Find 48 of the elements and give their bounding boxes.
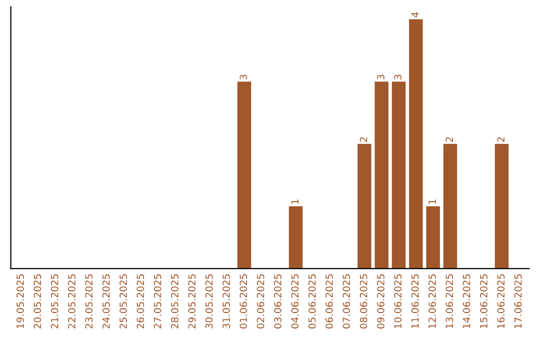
data-label: 3	[377, 74, 384, 80]
x-tick-label: 16.06.2025	[497, 274, 505, 328]
x-tick-label: 11.06.2025	[411, 274, 419, 328]
bar	[409, 19, 423, 269]
data-label: 2	[497, 137, 504, 142]
x-tick-label: 23.05.2025	[85, 274, 93, 328]
x-tick-label: 12.06.2025	[428, 274, 436, 328]
x-tick-label: 26.05.2025	[136, 274, 144, 328]
bar	[426, 206, 440, 269]
x-tick-label: 28.05.2025	[171, 274, 178, 328]
x-tick-label: 24.05.2025	[102, 274, 110, 328]
data-label: 1	[291, 200, 298, 204]
x-tick-label: 29.05.2025	[188, 274, 196, 328]
x-tick-label: 04.06.2025	[291, 274, 299, 328]
x-tick-label: 01.06.2025	[240, 274, 248, 328]
x-tick-label: 10.06.2025	[394, 274, 402, 328]
x-tick-label: 03.06.2025	[274, 274, 282, 328]
data-label: 2	[360, 137, 368, 142]
data-label: 4	[412, 12, 419, 18]
data-label: 3	[394, 74, 402, 80]
x-tick-label: 30.05.2025	[205, 274, 213, 328]
bar	[392, 82, 406, 269]
data-label: 3	[240, 74, 248, 80]
x-tick-label: 08.06.2025	[360, 274, 368, 328]
x-tick-label: 21.05.2025	[50, 274, 58, 328]
x-tick-label: 02.06.2025	[256, 274, 264, 328]
bar	[288, 206, 303, 269]
data-label: 1	[428, 200, 436, 204]
x-tick-label: 05.06.2025	[308, 274, 316, 328]
x-tick-label: 20.05.2025	[34, 274, 42, 328]
x-tick-label: 31.05.2025	[222, 274, 230, 328]
x-tick-label: 19.05.2025	[16, 274, 24, 328]
bar	[494, 144, 509, 269]
x-tick-label: 13.06.2025	[446, 274, 454, 328]
bar	[358, 144, 372, 269]
bar	[237, 82, 252, 269]
data-label: 2	[446, 137, 453, 142]
x-tick-label: 25.05.2025	[120, 274, 127, 328]
x-tick-label: 17.06.2025	[514, 274, 522, 328]
x-tick-label: 09.06.2025	[377, 274, 384, 328]
bar	[443, 144, 458, 269]
bar	[374, 82, 388, 269]
x-tick-label: 27.05.2025	[154, 274, 162, 328]
x-tick-label: 06.06.2025	[326, 274, 333, 328]
x-tick-label: 15.06.2025	[480, 274, 488, 328]
x-tick-label: 22.05.2025	[68, 274, 76, 328]
x-tick-label: 07.06.2025	[342, 274, 350, 328]
x-tick-label: 14.06.2025	[462, 274, 470, 328]
